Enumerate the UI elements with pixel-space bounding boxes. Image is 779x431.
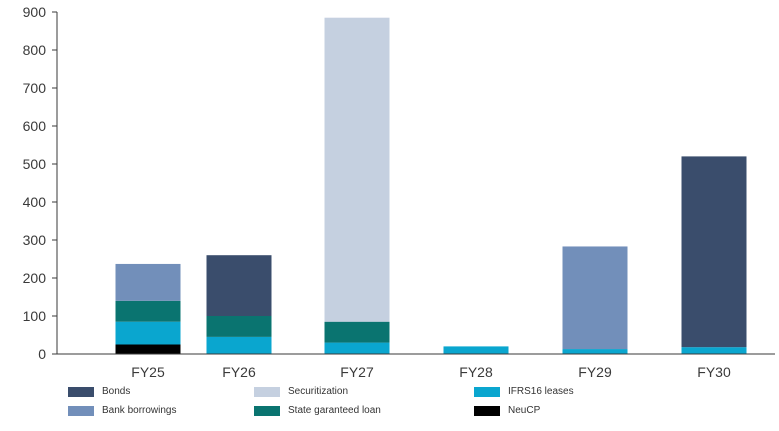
y-tick-label: 900 bbox=[23, 4, 47, 20]
x-tick-label: FY28 bbox=[459, 364, 493, 380]
y-tick-label: 400 bbox=[23, 194, 47, 210]
y-tick-label: 700 bbox=[23, 80, 47, 96]
bar-fy25-state-garanteed-loan bbox=[115, 300, 181, 322]
bar-fy29-ifrs16-leases bbox=[562, 349, 628, 354]
bars bbox=[115, 17, 747, 354]
bar-fy25-bank-borrowings bbox=[115, 263, 181, 301]
x-tick-label: FY26 bbox=[222, 364, 256, 380]
bar-fy25-ifrs16-leases bbox=[115, 321, 181, 345]
y-tick-label: 200 bbox=[23, 270, 47, 286]
x-tick-label: FY30 bbox=[697, 364, 731, 380]
bar-fy30-ifrs16-leases bbox=[681, 347, 747, 354]
x-tick-label: FY25 bbox=[131, 364, 165, 380]
bar-fy26-state-garanteed-loan bbox=[206, 316, 272, 337]
bar-fy30-bonds bbox=[681, 156, 747, 348]
bar-fy26-ifrs16-leases bbox=[206, 336, 272, 354]
y-tick-label: 0 bbox=[38, 346, 46, 362]
bar-fy26-bonds bbox=[206, 255, 272, 316]
bar-fy25-neucp bbox=[115, 344, 181, 354]
bar-fy27-securitization bbox=[324, 17, 390, 322]
y-tick-label: 600 bbox=[23, 118, 47, 134]
bar-fy29-bank-borrowings bbox=[562, 246, 628, 350]
x-tick-label: FY27 bbox=[340, 364, 374, 380]
bar-fy27-state-garanteed-loan bbox=[324, 321, 390, 343]
y-tick-label: 800 bbox=[23, 42, 47, 58]
y-axis: 0 100 200 300 400 500 600 700 800 900 bbox=[23, 4, 58, 362]
bar-fy28-ifrs16-leases bbox=[443, 346, 509, 354]
x-tick-label: FY29 bbox=[578, 364, 612, 380]
bar-fy27-ifrs16-leases bbox=[324, 342, 390, 354]
y-tick-label: 100 bbox=[23, 308, 47, 324]
y-tick-label: 500 bbox=[23, 156, 47, 172]
y-tick-label: 300 bbox=[23, 232, 47, 248]
x-axis: FY25 FY26 FY27 FY28 FY29 FY30 bbox=[57, 353, 775, 380]
